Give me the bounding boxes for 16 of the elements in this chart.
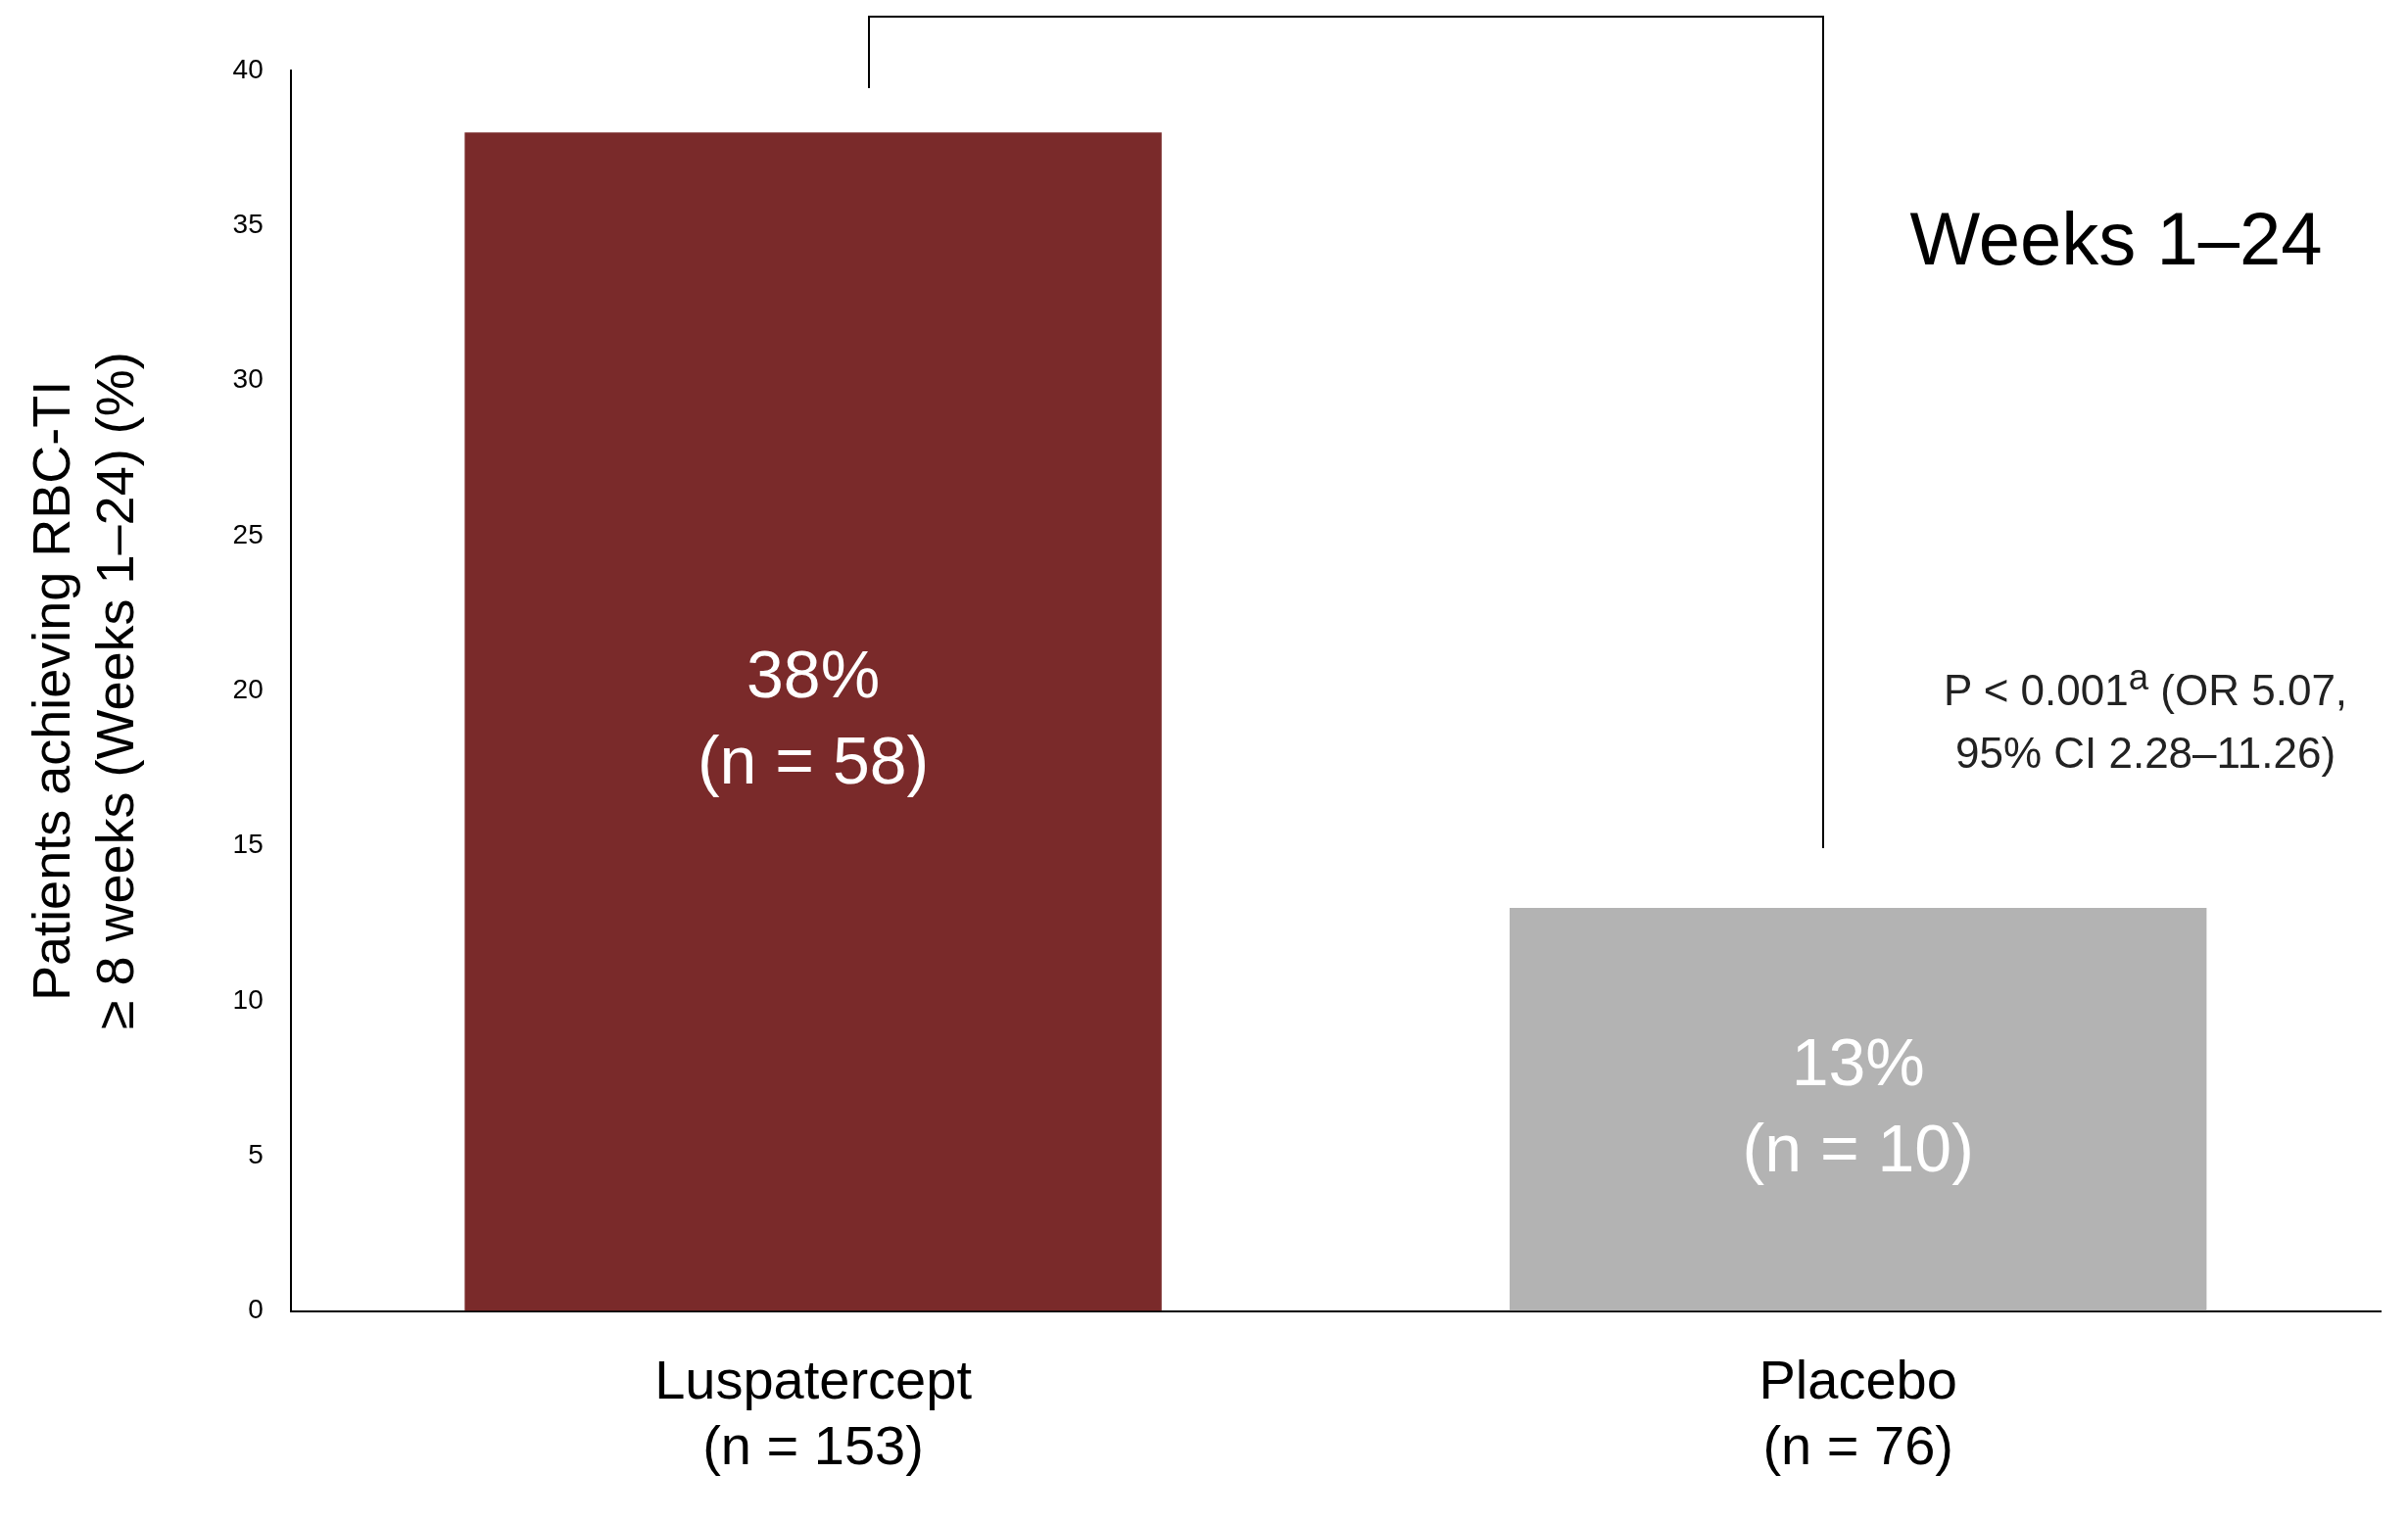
annotation: Weeks 1–24 — [1908, 196, 2324, 281]
y-axis-title: Patients achieving RBC-TI ≥ 8 weeks (Weeks 1–24) (%) — [22, 352, 145, 1030]
annotation: P < 0.001$^{a}$ (OR 5.07, 95% CI 2.28–11.26) — [1942, 656, 2349, 779]
y-tick-label: 25 — [232, 518, 264, 549]
y-tick-label: 40 — [232, 53, 264, 84]
x-tick-label: Placebo (n = 76) — [1758, 1348, 1957, 1476]
y-tick-label: 35 — [232, 209, 264, 240]
data-label: 38% (n = 58) — [697, 636, 930, 797]
x-tick-label: Luspatercept (n = 153) — [654, 1348, 973, 1476]
y-tick-label: 0 — [248, 1294, 264, 1325]
y-tick-label: 10 — [232, 983, 264, 1015]
y-tick-label: 15 — [232, 829, 264, 860]
y-tick-label: 5 — [248, 1138, 264, 1169]
y-tick-label: 30 — [232, 363, 264, 395]
data-label: 13% (n = 10) — [1742, 1023, 1974, 1185]
y-tick-label: 20 — [232, 674, 264, 705]
